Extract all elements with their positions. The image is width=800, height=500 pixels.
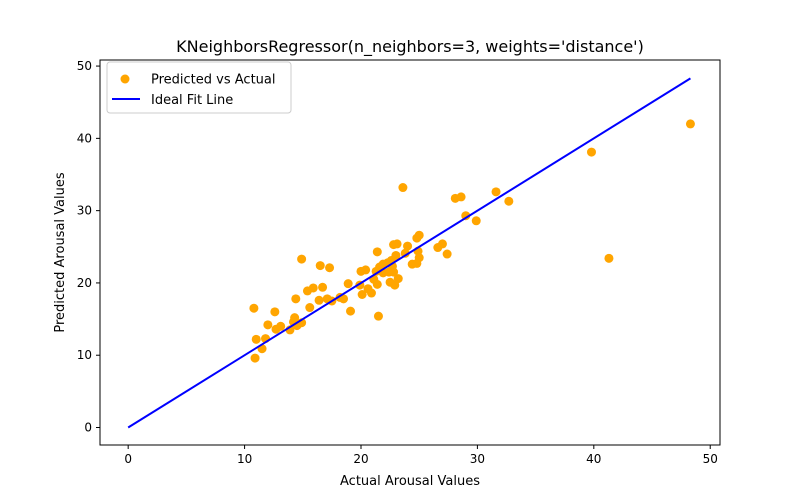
y-axis-label: Predicted Arousal Values xyxy=(53,172,68,332)
scatter-point xyxy=(308,283,318,293)
scatter-point xyxy=(297,254,307,264)
scatter-point xyxy=(290,313,300,323)
y-tick-label: 0 xyxy=(84,421,92,435)
scatter-point xyxy=(318,282,328,292)
legend-box xyxy=(106,61,292,114)
x-tick-label: 10 xyxy=(237,452,252,466)
legend: Predicted vs Actual Ideal Fit Line xyxy=(106,61,292,114)
x-tick-label: 30 xyxy=(470,452,485,466)
y-tick-label: 20 xyxy=(77,276,92,290)
x-axis: 0 10 20 30 40 50 xyxy=(124,445,718,466)
x-tick-label: 20 xyxy=(353,452,368,466)
x-tick-label: 0 xyxy=(124,452,132,466)
scatter-point xyxy=(389,267,399,277)
scatter-point xyxy=(392,239,402,249)
scatter-point xyxy=(685,119,695,129)
scatter-point xyxy=(437,239,447,249)
scatter-point xyxy=(339,294,349,304)
scatter-point xyxy=(314,295,324,305)
scatter-point xyxy=(346,306,356,316)
scatter-point xyxy=(373,311,383,321)
legend-marker-scatter xyxy=(120,74,130,84)
scatter-point xyxy=(400,248,410,258)
scatter-point xyxy=(291,294,301,304)
scatter-point xyxy=(276,321,286,331)
chart-title: KNeighborsRegressor(n_neighbors=3, weigh… xyxy=(176,37,644,57)
scatter-point xyxy=(366,288,376,298)
series-layer xyxy=(127,77,695,429)
scatter-point xyxy=(361,265,371,275)
scatter-point xyxy=(305,303,315,313)
scatter-point xyxy=(250,353,260,363)
scatter-point xyxy=(504,196,514,206)
x-tick-label: 50 xyxy=(703,452,718,466)
ideal-fit-line xyxy=(127,77,691,429)
scatter-point xyxy=(403,241,413,251)
scatter-point xyxy=(461,211,471,221)
scatter-point xyxy=(315,261,325,271)
axes-frame xyxy=(99,59,721,446)
y-axis: 0 10 20 30 40 50 xyxy=(77,59,100,435)
plot-area xyxy=(99,59,721,446)
scatter-point xyxy=(391,250,401,260)
scatter-point xyxy=(357,289,367,299)
scatter-point xyxy=(442,249,452,259)
scatter-point xyxy=(491,187,501,197)
scatter-point xyxy=(414,230,424,240)
scatter-point xyxy=(604,253,614,263)
scatter-point xyxy=(270,307,280,317)
scatter-point xyxy=(372,247,382,257)
scatter-point xyxy=(251,334,261,344)
y-tick-label: 10 xyxy=(77,348,92,362)
scatter-point xyxy=(456,192,466,202)
legend-label-scatter: Predicted vs Actual xyxy=(151,73,275,88)
scatter-point xyxy=(372,279,382,289)
scatter-point xyxy=(471,216,481,226)
scatter-point xyxy=(263,320,273,330)
scatter-point xyxy=(343,279,353,289)
x-axis-label: Actual Arousal Values xyxy=(340,474,480,489)
scatter-point xyxy=(393,274,403,284)
legend-label-line: Ideal Fit Line xyxy=(151,93,233,108)
scatter-point xyxy=(414,253,424,263)
scatter-point xyxy=(249,303,259,313)
scatter-point xyxy=(325,263,335,273)
y-tick-label: 40 xyxy=(77,131,92,145)
x-tick-label: 40 xyxy=(586,452,601,466)
y-tick-label: 30 xyxy=(77,204,92,218)
scatter-point xyxy=(586,147,596,157)
y-tick-label: 50 xyxy=(77,59,92,73)
scatter-point xyxy=(398,183,408,193)
